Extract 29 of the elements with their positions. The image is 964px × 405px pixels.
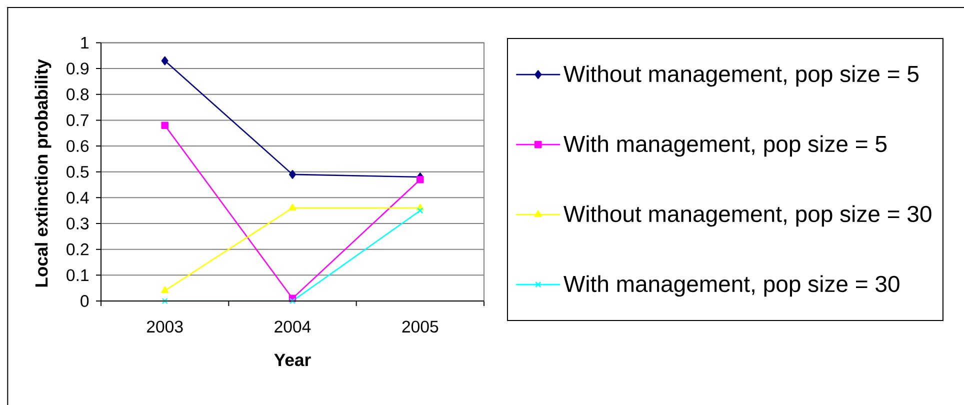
point: [161, 122, 168, 130]
y-tick-label: 0.7: [66, 114, 88, 126]
y-tick-label: 0.8: [66, 88, 89, 100]
point: [161, 56, 168, 66]
y-tick-label: 0.3: [66, 218, 89, 230]
point: [162, 298, 168, 304]
x-tick-label: 2003: [146, 320, 183, 333]
point: [289, 298, 296, 304]
y-tick-label: 0.4: [66, 192, 89, 204]
point: [161, 286, 169, 294]
y-axis-title: Local extinction probability: [34, 59, 52, 287]
point: [288, 204, 296, 210]
x-axis-title: Year: [274, 354, 311, 366]
y-tick-label: 0.5: [66, 166, 89, 178]
legend-label: With management, pop size = 30: [564, 275, 900, 297]
point: [289, 170, 296, 179]
legend-label: With management, pop size = 5: [564, 135, 887, 157]
y-tick-label: 0.6: [66, 140, 89, 152]
y-tick-label: 0.2: [66, 243, 88, 256]
point: [416, 176, 424, 184]
legend-label: Without management, pop size = 5: [564, 65, 919, 87]
x-tick-label: 2004: [274, 320, 311, 333]
y-tick-label: 0.1: [66, 269, 88, 282]
y-tick-label: 0.9: [66, 62, 89, 74]
legend-label: Without management, pop size = 30: [564, 205, 932, 227]
x-tick-label: 2005: [402, 320, 438, 333]
point: [417, 208, 424, 214]
y-tick-label: 1: [81, 36, 88, 48]
y-tick-label: 0: [80, 295, 89, 307]
